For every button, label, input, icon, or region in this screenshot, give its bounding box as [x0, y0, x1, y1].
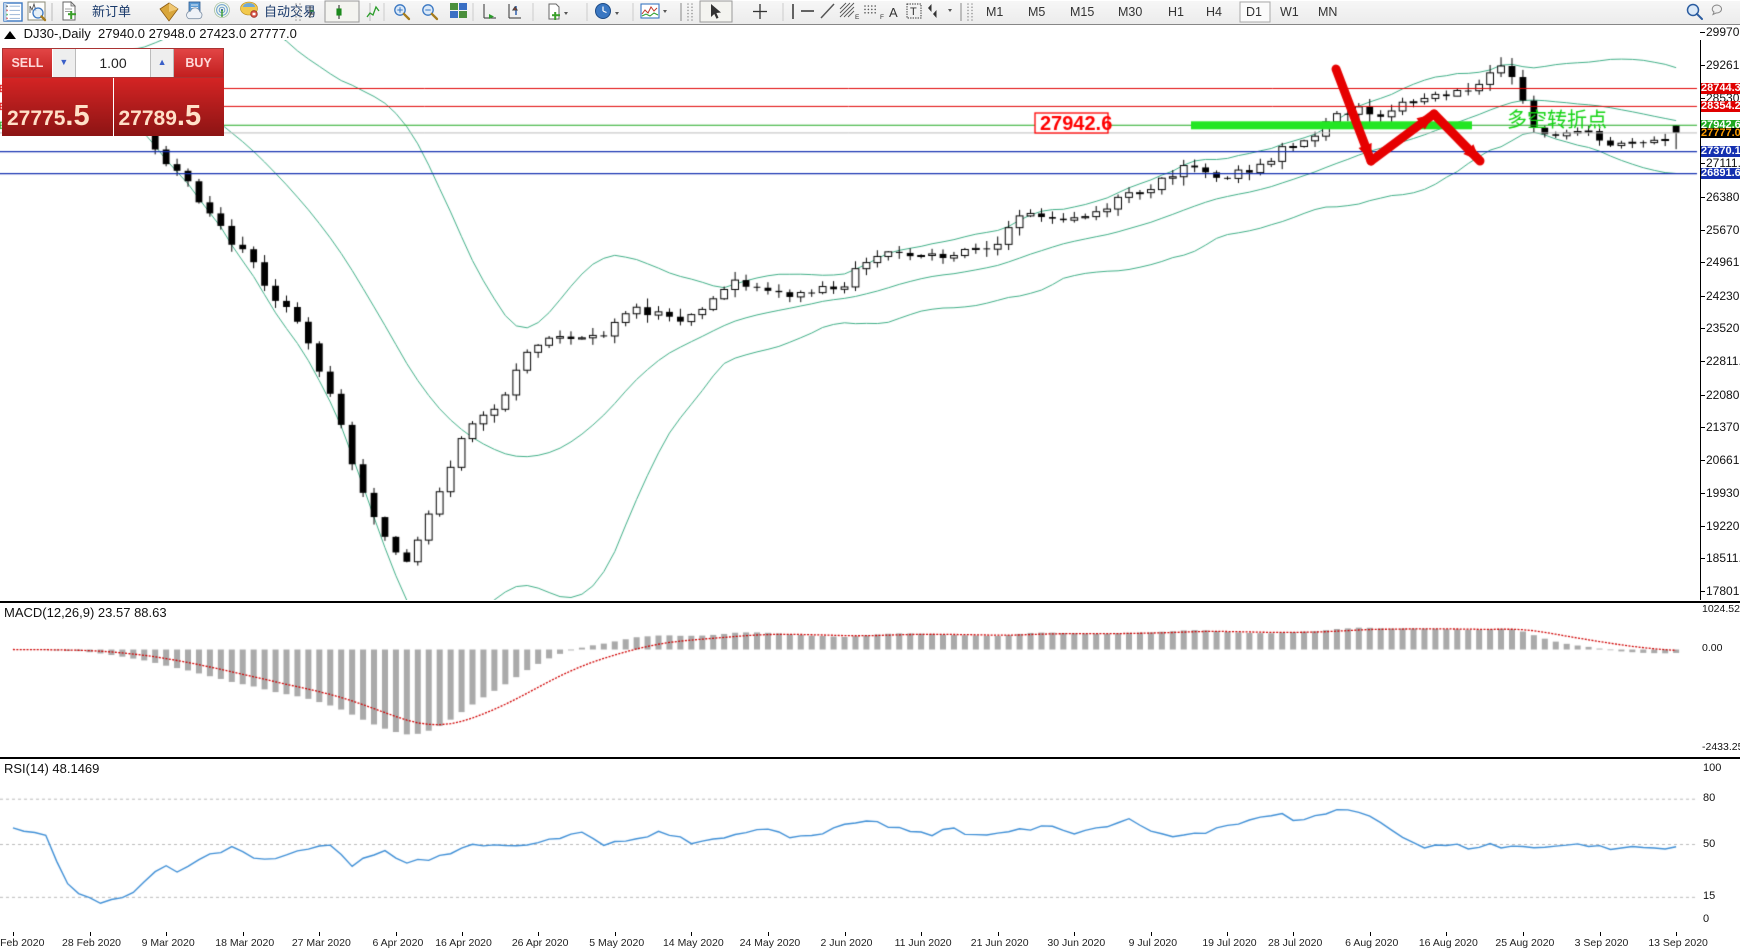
svg-text:E: E	[855, 14, 860, 21]
svg-text:H1: H1	[1168, 5, 1184, 19]
svg-text:自动交易: 自动交易	[264, 4, 316, 19]
svg-text:A: A	[889, 5, 898, 20]
svg-text:H4: H4	[1206, 5, 1222, 19]
svg-text:M15: M15	[1070, 5, 1094, 19]
svg-text:M5: M5	[1028, 5, 1045, 19]
svg-text:F: F	[880, 14, 884, 21]
svg-text:W1: W1	[1280, 5, 1299, 19]
svg-text:MN: MN	[1318, 5, 1337, 19]
svg-text:D1: D1	[1246, 5, 1262, 19]
svg-text:M1: M1	[986, 5, 1003, 19]
svg-text:T: T	[910, 6, 917, 18]
svg-text:新订单: 新订单	[92, 4, 131, 19]
svg-text:M30: M30	[1118, 5, 1142, 19]
